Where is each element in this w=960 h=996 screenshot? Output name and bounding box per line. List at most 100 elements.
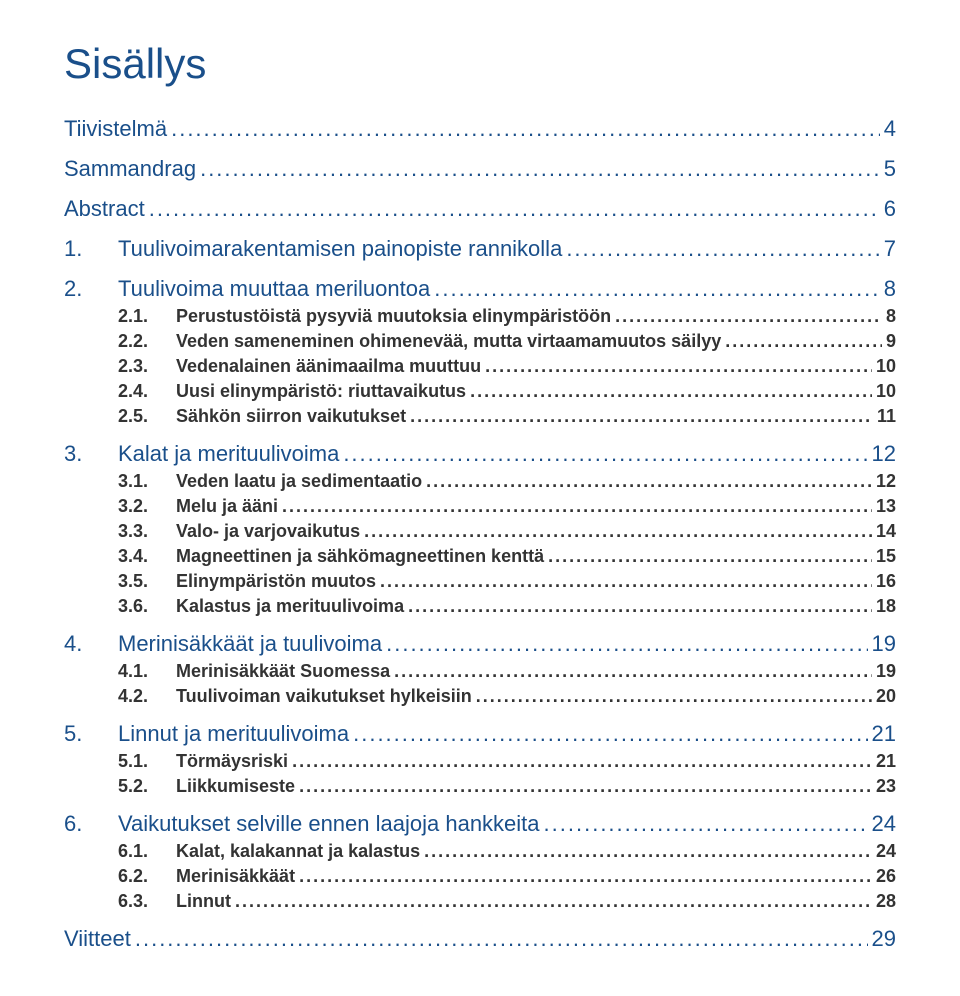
toc-label: 5.2.Liikkumiseste [118,776,295,797]
toc-page-number: 11 [877,406,896,427]
toc-label: 1.Tuulivoimarakentamisen painopiste rann… [64,236,562,262]
toc-entry: 2.2.Veden sameneminen ohimenevää, mutta … [118,331,896,352]
toc-page-number: 24 [872,811,896,837]
toc-page-number: 24 [876,841,896,862]
toc-page-number: 26 [876,866,896,887]
toc-text: Kalastus ja merituulivoima [176,596,404,616]
toc-leader-dots [235,891,872,912]
toc-page-number: 28 [876,891,896,912]
toc-entry: 5.1.Törmäysriski21 [118,751,896,772]
toc-text: Elinympäristön muutos [176,571,376,591]
toc-entry: 3.4.Magneettinen ja sähkömagneettinen ke… [118,546,896,567]
toc-page-number: 19 [872,631,896,657]
toc-text: Merinisäkkäät Suomessa [176,661,390,681]
toc-leader-dots [364,521,872,542]
toc-number: 1. [64,236,118,262]
toc-page-number: 8 [884,276,896,302]
toc-label: 5.1.Törmäysriski [118,751,288,772]
toc-number: 2.1. [118,306,176,327]
toc-page-number: 5 [884,156,896,182]
toc-entry: 2.5.Sähkön siirron vaikutukset 11 [118,406,896,427]
toc-leader-dots [426,471,872,492]
toc-entry: Abstract6 [64,196,896,222]
toc-leader-dots [725,331,882,352]
toc-page: Sisällys Tiivistelmä4Sammandrag5Abstract… [0,0,960,996]
toc-number: 5.2. [118,776,176,797]
toc-number: 2.3. [118,356,176,377]
toc-label: Sammandrag [64,156,196,182]
toc-number: 6.3. [118,891,176,912]
toc-leader-dots [149,196,880,222]
toc-entry: 2.3.Vedenalainen äänimaailma muuttuu10 [118,356,896,377]
toc-number: 3.3. [118,521,176,542]
toc-text: Magneettinen ja sähkömagneettinen kenttä [176,546,544,566]
toc-label: 3.6.Kalastus ja merituulivoima [118,596,404,617]
toc-text: Vaikutukset selville ennen laajoja hankk… [118,811,540,836]
toc-label: 2.1.Perustustöistä pysyviä muutoksia eli… [118,306,611,327]
toc-entry: Sammandrag 5 [64,156,896,182]
toc-page-number: 4 [884,116,896,142]
toc-text: Linnut [176,891,231,911]
toc-page-number: 23 [876,776,896,797]
toc-number: 3.5. [118,571,176,592]
toc-label: 2.Tuulivoima muuttaa meriluontoa [64,276,430,302]
toc-leader-dots [424,841,872,862]
toc-page-number: 18 [876,596,896,617]
toc-text: Merinisäkkäät ja tuulivoima [118,631,382,656]
toc-leader-dots [135,926,868,952]
toc-text: Tiivistelmä [64,116,167,141]
toc-text: Kalat, kalakannat ja kalastus [176,841,420,861]
toc-entry: 4.Merinisäkkäät ja tuulivoima 19 [64,631,896,657]
toc-label: 4.Merinisäkkäät ja tuulivoima [64,631,382,657]
toc-page-number: 19 [876,661,896,682]
toc-leader-dots [353,721,867,747]
toc-text: Liikkumiseste [176,776,295,796]
toc-page-number: 20 [876,686,896,707]
toc-text: Viitteet [64,926,131,951]
toc-entry: 2.Tuulivoima muuttaa meriluontoa 8 [64,276,896,302]
toc-page-number: 7 [884,236,896,262]
toc-text: Veden laatu ja sedimentaatio [176,471,422,491]
toc-text: Melu ja ääni [176,496,278,516]
toc-leader-dots [470,381,872,402]
toc-number: 2.5. [118,406,176,427]
toc-entry: 3.3.Valo- ja varjovaikutus14 [118,521,896,542]
toc-number: 3. [64,441,118,467]
toc-label: 3.2.Melu ja ääni [118,496,278,517]
toc-number: 4.1. [118,661,176,682]
toc-entry: Viitteet29 [64,926,896,952]
toc-text: Uusi elinympäristö: riuttavaikutus [176,381,466,401]
toc-text: Kalat ja merituulivoima [118,441,339,466]
toc-entry: 2.4.Uusi elinympäristö: riuttavaikutus 10 [118,381,896,402]
toc-number: 5. [64,721,118,747]
toc-page-number: 8 [886,306,896,327]
toc-label: 2.2.Veden sameneminen ohimenevää, mutta … [118,331,721,352]
toc-entry: 3.1.Veden laatu ja sedimentaatio12 [118,471,896,492]
toc-leader-dots [566,236,879,262]
toc-entry: 6.3.Linnut 28 [118,891,896,912]
toc-number: 6.2. [118,866,176,887]
toc-page-number: 10 [876,381,896,402]
toc-leader-dots [485,356,872,377]
toc-leader-dots [200,156,880,182]
toc-number: 2. [64,276,118,302]
toc-text: Tuulivoimarakentamisen painopiste rannik… [118,236,562,261]
toc-leader-dots [386,631,867,657]
toc-text: Sähkön siirron vaikutukset [176,406,406,426]
toc-list: Tiivistelmä 4 Sammandrag 5 Abstract6 1.Tuuliv… [64,116,896,952]
toc-text: Abstract [64,196,145,221]
toc-leader-dots [410,406,873,427]
toc-page-number: 21 [872,721,896,747]
toc-leader-dots [299,866,872,887]
toc-leader-dots [282,496,872,517]
toc-leader-dots [292,751,872,772]
toc-page-number: 14 [876,521,896,542]
toc-leader-dots [476,686,872,707]
toc-leader-dots [544,811,868,837]
toc-entry: 3.5.Elinympäristön muutos16 [118,571,896,592]
toc-leader-dots [434,276,880,302]
toc-entry: 2.1.Perustustöistä pysyviä muutoksia eli… [118,306,896,327]
toc-number: 2.4. [118,381,176,402]
toc-leader-dots [408,596,872,617]
toc-entry: 6.1.Kalat, kalakannat ja kalastus24 [118,841,896,862]
